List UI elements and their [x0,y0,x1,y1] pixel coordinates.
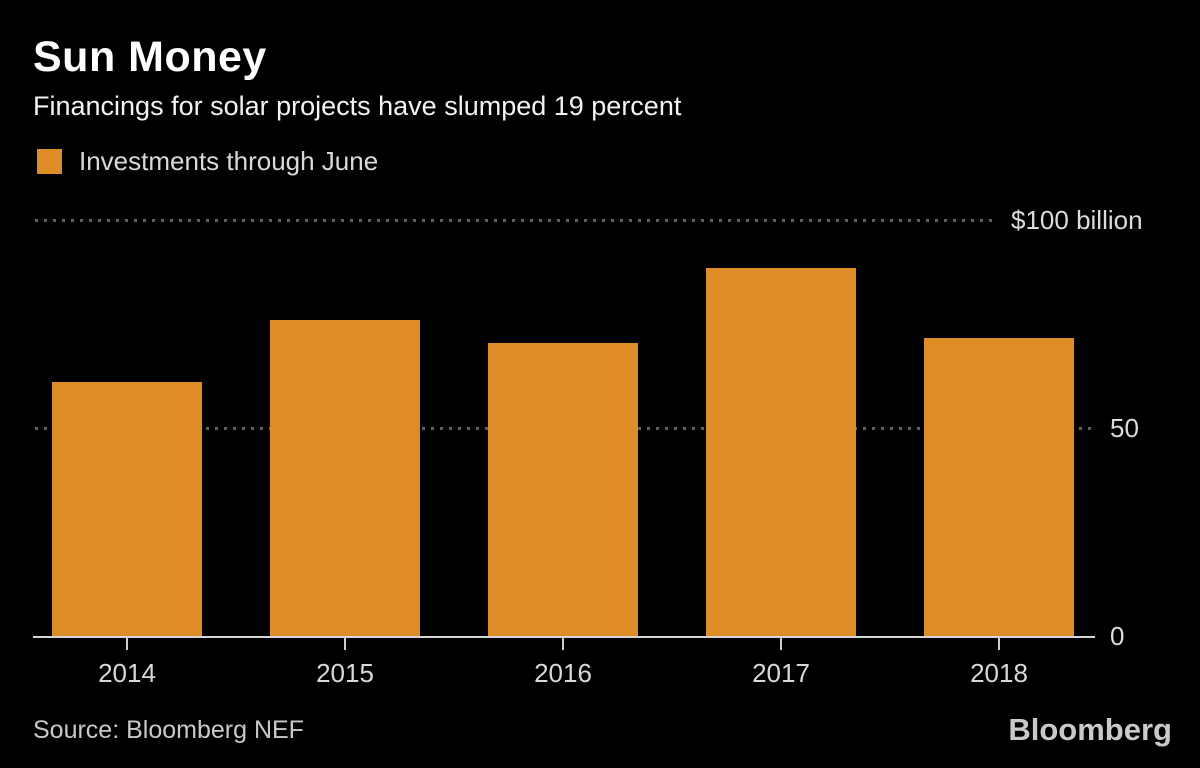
x-axis-tick-2015 [344,637,346,650]
x-axis-tick-2018 [998,637,1000,650]
chart-subtitle: Financings for solar projects have slump… [33,91,682,121]
gridline-100 [35,219,996,222]
bar-2018 [924,338,1074,636]
legend-label: Investments through June [79,146,379,176]
y-axis-label-100: $100 billion [1011,205,1143,235]
x-axis-tick-2016 [562,637,564,650]
bar-2014 [52,382,202,636]
bloomberg-logo: Bloomberg [1008,712,1172,747]
x-axis-label-2018: 2018 [970,658,1028,688]
source-credit: Source: Bloomberg NEF [33,716,304,744]
chart-title: Sun Money [33,33,267,81]
bar-2015 [270,319,420,636]
x-axis-label-2017: 2017 [752,658,810,688]
x-axis-label-2015: 2015 [316,658,374,688]
bar-2017 [706,267,856,636]
x-axis-line [33,636,1095,638]
y-axis-label-50: 50 [1110,413,1139,443]
legend: Investments through June [37,146,378,177]
legend-swatch-icon [37,149,62,174]
x-axis-label-2014: 2014 [98,658,156,688]
x-axis-label-2016: 2016 [534,658,592,688]
bar-2016 [488,342,638,636]
x-axis-tick-2017 [780,637,782,650]
y-axis-label-0: 0 [1110,621,1125,651]
x-axis-tick-2014 [126,637,128,650]
